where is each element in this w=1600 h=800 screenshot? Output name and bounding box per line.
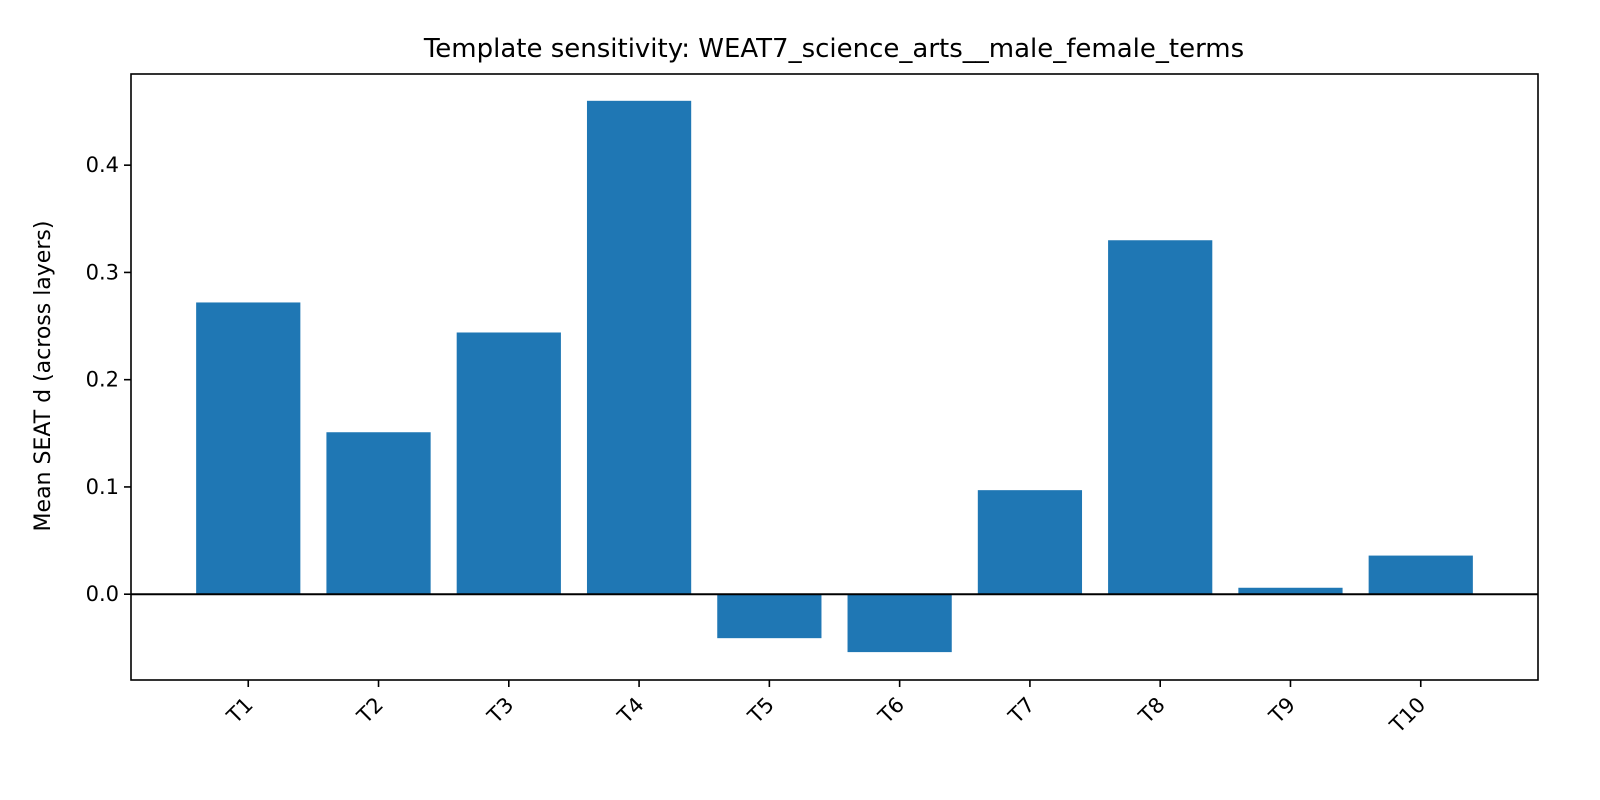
- bar-t3: [456, 332, 561, 595]
- bar-t4: [586, 100, 692, 595]
- y-axis-label: Mean SEAT d (across layers): [31, 221, 56, 532]
- bar-t10: [1368, 555, 1473, 595]
- bar-t2: [326, 432, 431, 595]
- y-tick-label: 0.0: [86, 582, 119, 606]
- x-tick-label-t10: T10: [1385, 693, 1431, 739]
- x-tick-label-t8: T8: [1134, 693, 1170, 729]
- plot-frame: [130, 73, 1539, 681]
- x-tick-label-t5: T5: [743, 693, 779, 729]
- chart-title: Template sensitivity: WEAT7_science_arts…: [423, 34, 1244, 64]
- y-tick-label: 0.4: [86, 153, 119, 177]
- bar-t8: [1108, 240, 1213, 595]
- x-tick-label-t7: T7: [1003, 693, 1039, 729]
- x-tick-label-t6: T6: [873, 693, 909, 729]
- x-tick-label-t3: T3: [482, 693, 518, 729]
- y-tick-label: 0.2: [86, 368, 119, 392]
- bar-t9: [1238, 587, 1343, 595]
- x-tick-label-t9: T9: [1264, 693, 1300, 729]
- plot-area: 0.0 0.1 0.2 0.3 0.4 T1 T2 T3 T4 T5 T6 T7 T8 T9 T10: [86, 73, 1539, 739]
- x-tick-label-t2: T2: [352, 693, 388, 729]
- bar-t5: [717, 594, 822, 639]
- bar-t6: [847, 594, 952, 653]
- x-tick-label-t1: T1: [222, 693, 258, 729]
- bar-t7: [977, 490, 1083, 595]
- bar-t1: [196, 302, 301, 595]
- y-tick-label: 0.3: [86, 260, 119, 284]
- y-tick-label: 0.1: [86, 475, 119, 499]
- x-tick-label-t4: T4: [612, 693, 648, 729]
